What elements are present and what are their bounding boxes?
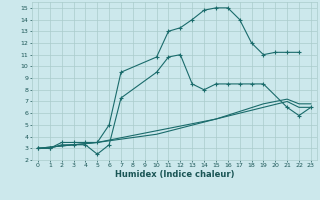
X-axis label: Humidex (Indice chaleur): Humidex (Indice chaleur) (115, 170, 234, 179)
